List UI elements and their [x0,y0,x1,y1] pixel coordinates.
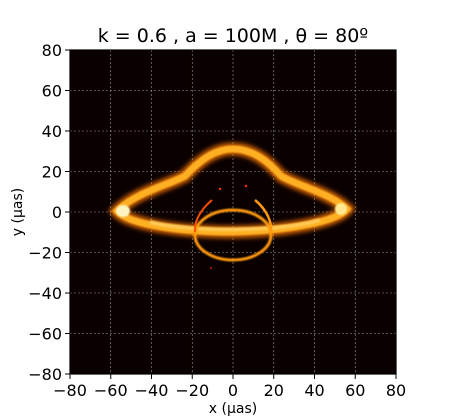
primary-ring-lower-band [149,218,321,232]
x-tick-label: 60 [345,381,365,400]
x-axis-label: x (μas) [209,401,257,417]
secondary-ring-right-hook [254,199,273,233]
x-axis: −80 −60 −40 −20 0 20 40 60 80 [53,374,406,400]
y-tick-label: 40 [42,122,62,141]
image-layer [108,142,356,269]
faint-dot [218,187,222,191]
x-tick-label: 40 [304,381,324,400]
faint-dot [210,267,212,269]
right-tip-highlight [335,203,347,215]
x-tick-label: 20 [264,381,284,400]
y-tick-label: 20 [42,163,62,182]
primary-ring [112,145,352,236]
y-axis-label: y (μas) [10,188,26,236]
left-tip-highlight [116,205,130,217]
x-tick-label: −40 [135,381,169,400]
secondary-ring [193,208,273,262]
secondary-ring-left-hook [193,199,213,233]
y-tick-label: 60 [42,82,62,101]
y-tick-label: 0 [52,203,62,222]
y-tick-label: −40 [28,284,62,303]
faint-dot [244,184,248,188]
y-tick-label: 80 [42,41,62,60]
y-axis: 80 60 40 20 0 −20 −40 −60 −80 [28,41,70,384]
y-tick-label: −20 [28,244,62,263]
x-tick-label: 80 [386,381,406,400]
chart-title: k = 0.6 , a = 100M , θ = 80º [98,25,369,47]
x-tick-label: −60 [94,381,128,400]
y-tick-label: −80 [28,365,62,384]
x-tick-label: −20 [175,381,209,400]
x-tick-label: 0 [228,381,238,400]
x-tick-label: −80 [53,381,87,400]
y-tick-label: −60 [28,325,62,344]
